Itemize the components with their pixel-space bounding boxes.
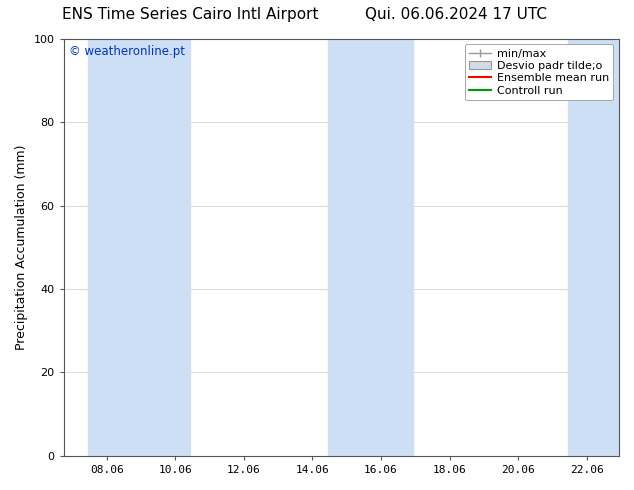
Y-axis label: Precipitation Accumulation (mm): Precipitation Accumulation (mm) [15, 145, 28, 350]
Text: © weatheronline.pt: © weatheronline.pt [69, 45, 185, 58]
Text: Qui. 06.06.2024 17 UTC: Qui. 06.06.2024 17 UTC [365, 7, 548, 23]
Bar [87, 39, 190, 456]
Bar [567, 39, 619, 456]
Bar [328, 39, 413, 456]
Legend: min/max, Desvio padr tilde;o, Ensemble mean run, Controll run: min/max, Desvio padr tilde;o, Ensemble m… [465, 44, 614, 100]
Text: ENS Time Series Cairo Intl Airport: ENS Time Series Cairo Intl Airport [62, 7, 318, 23]
